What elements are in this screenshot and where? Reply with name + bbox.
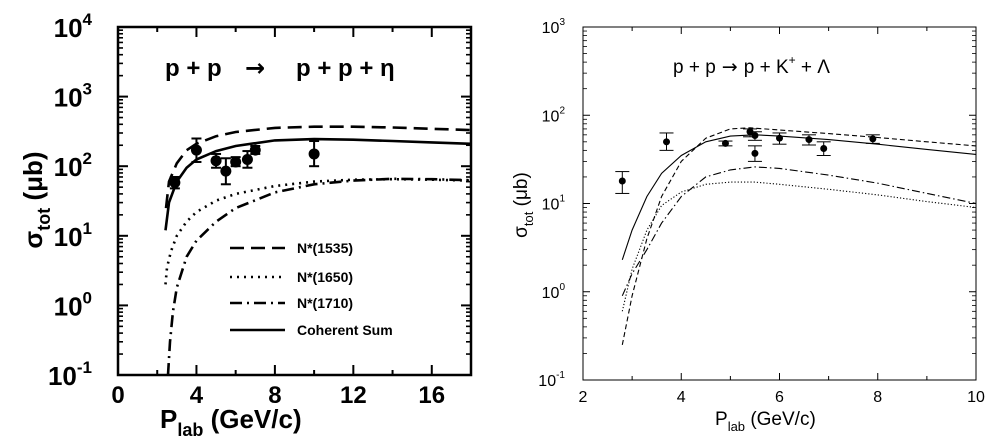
x-tick-label: 8 [268,382,281,409]
y-tick-label: 102 [542,105,566,125]
right-y-axis-label: σtot (μb) [511,172,536,238]
x-tick-label: 16 [418,382,445,409]
y-tick-label: 101 [54,219,92,252]
data-point [308,148,320,160]
left-legend: N*(1535) N*(1650) N*(1710) Coherent Sum [230,240,393,338]
series-line-dashed [621,127,977,346]
y-tick-label: 101 [542,194,566,214]
x-tick-label: 6 [775,389,784,406]
left-reaction-arrow: → [245,54,265,82]
data-point [751,131,759,139]
legend-label: Coherent Sum [297,322,393,338]
right-x-axis-label: Plab (GeV/c) [715,409,816,434]
data-point [618,177,626,185]
data-point [869,135,877,143]
legend-label: N*(1535) [297,240,353,256]
series-line-dashdot [166,177,472,376]
y-tick-label: 102 [54,149,92,182]
right-data-points [615,128,880,194]
y-tick-label: 103 [542,17,566,37]
x-tick-label: 12 [340,382,367,409]
right-x-tick-labels: 2 4 6 8 10 [579,389,985,406]
legend-label: N*(1650) [297,269,353,285]
series-line-dotted [621,181,977,312]
data-point [776,134,783,142]
y-tick-label: 104 [54,10,93,43]
left-reaction-title: p + p [165,55,222,82]
series-line-dashed [164,125,472,209]
x-tick-label: 2 [579,389,588,406]
data-point [241,153,253,165]
y-tick-label: 103 [54,80,92,113]
left-reaction-products: p + p + η [296,55,395,82]
left-y-axis-label: σtot (μb) [18,151,54,248]
series-line-dashdot [621,166,977,297]
right-plot-frame [582,26,977,381]
data-point [751,149,759,157]
left-x-tick-labels: 0 4 8 12 16 [111,382,445,409]
data-point [220,165,232,177]
data-point [249,144,261,156]
y-tick-label: 10-1 [538,370,565,390]
series-line-solid [621,134,977,260]
data-point [805,136,813,144]
data-point [190,144,202,156]
right-tick-marks [582,26,977,381]
data-point [721,139,729,147]
y-tick-label: 10-1 [48,358,92,391]
left-data-points [169,137,320,190]
left-y-tick-labels: 10-1 100 101 102 103 104 [48,10,93,391]
legend-label: N*(1710) [297,295,353,311]
y-tick-label: 100 [542,282,566,302]
data-point [663,138,671,146]
x-tick-label: 0 [111,382,124,409]
y-tick-label: 100 [54,288,92,321]
left-panel: 0 4 8 12 16 10-1 100 101 102 103 104 p + p → p + … [18,10,473,440]
x-tick-label: 4 [190,382,204,409]
right-y-tick-labels: 10-1 100 101 102 103 [538,17,565,390]
right-reaction-title: p + p → p + K+ + Λ [673,53,830,78]
data-point [820,144,828,152]
data-point [230,156,242,168]
right-curves [621,127,977,346]
right-panel: 2 4 6 8 10 10-1 100 101 102 103 p + p → p + K+ + Λ… [511,17,985,434]
x-tick-label: 8 [873,389,882,406]
x-tick-label: 10 [967,389,985,406]
data-point [210,155,222,167]
x-tick-label: 4 [677,389,686,406]
left-x-axis-label: Plab (GeV/c) [160,404,302,440]
data-point [169,177,181,189]
series-line-dotted [164,177,472,285]
left-plot-frame [116,25,473,377]
